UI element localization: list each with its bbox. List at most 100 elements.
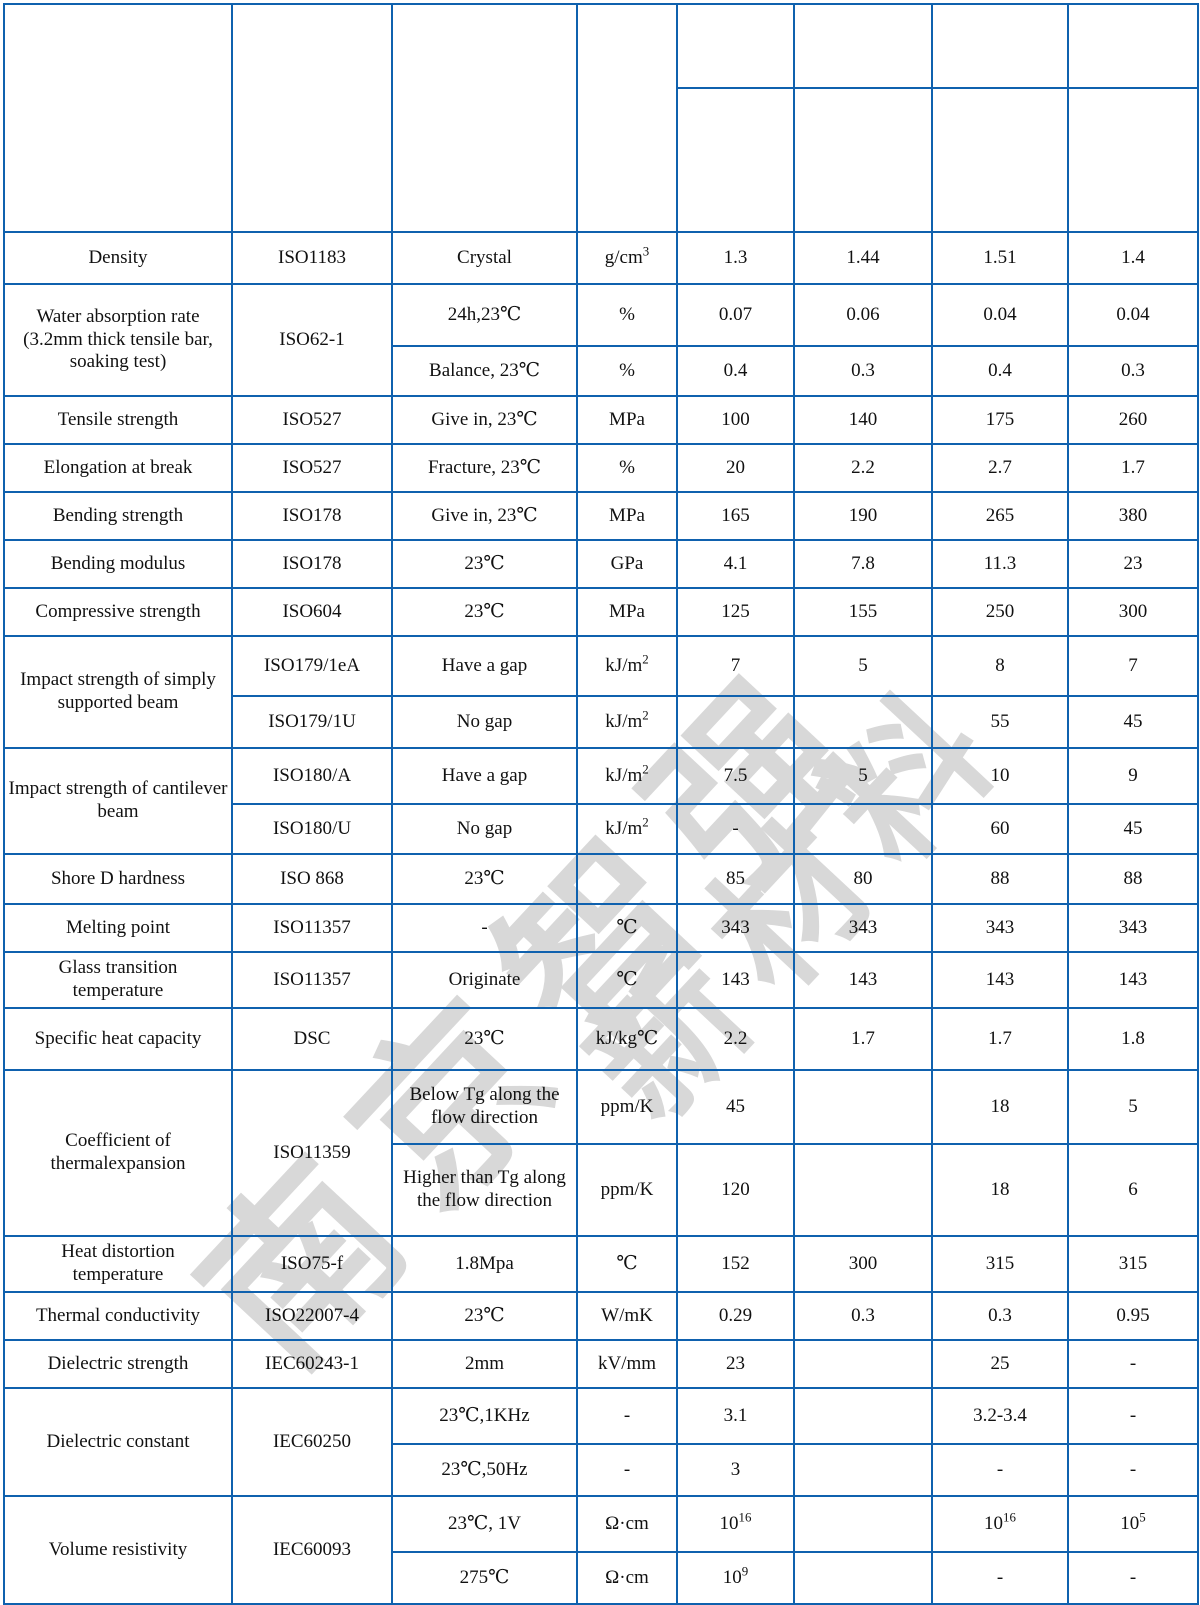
cell-test-item: Water absorption rate (3.2mm thick tensil… <box>3 283 233 397</box>
cell-value: 0.3 <box>931 1291 1069 1341</box>
cell-value: 0.04 <box>931 283 1069 347</box>
cell-test-item: Bending strength <box>3 491 233 541</box>
cell-value: 343 <box>1067 903 1199 953</box>
header-product-2-name: NJSSPEEK- G1030 <box>931 3 1069 89</box>
cell-value <box>793 1069 933 1145</box>
cell-test-condition: 23℃,50Hz <box>391 1443 578 1497</box>
header-row-descriptions: Pure resin Including carbon fiber + grap… <box>4 87 1199 233</box>
table-row: Specific heat capacity DSC 23℃ kJ/kg℃ 2.2 1.7… <box>3 1007 1199 1071</box>
product-0-name-line2: K-1000 <box>707 46 764 66</box>
cell-test-item: Tensile strength <box>3 395 233 445</box>
cell-test-criteria: IEC60243-1 <box>231 1339 393 1389</box>
cell-test-condition: 275℃ <box>391 1551 578 1605</box>
cell-test-item: Compressive strength <box>3 587 233 637</box>
cell-test-item: Elongation at break <box>3 443 233 493</box>
cell-value: 0.29 <box>676 1291 795 1341</box>
cell-test-condition: 23℃ <box>391 1007 578 1071</box>
cell-value: 2.7 <box>931 443 1069 493</box>
header-test-criteria: Test criteria <box>231 3 393 233</box>
cell-unit: kV/mm <box>576 1339 678 1389</box>
cell-value: - <box>931 1443 1069 1497</box>
cell-test-condition: 2mm <box>391 1339 578 1389</box>
cell-test-item: Glass transition temperature <box>3 951 233 1009</box>
cell-value: 1.3 <box>676 231 795 285</box>
cell-test-criteria: ISO179/1U <box>231 695 393 749</box>
cell-value: - <box>1067 1339 1199 1389</box>
test-item-line1: Impact strength of simply <box>20 669 216 691</box>
table-body: Density ISO1183 Crystal g/cm3 1.3 1.44 1.51 1.4… <box>3 231 1199 1605</box>
cell-value: 7 <box>1067 635 1199 697</box>
test-item-line1: Glass transition <box>58 957 178 979</box>
cell-value: - <box>1067 1443 1199 1497</box>
cell-test-item: Melting point <box>3 903 233 953</box>
product-3-name-line1: NJSSPEEK <box>1089 24 1177 45</box>
cell-value: 0.95 <box>1067 1291 1199 1341</box>
test-item-line1: Coefficient of <box>65 1130 171 1152</box>
cell-test-criteria: ISO1183 <box>231 231 393 285</box>
cell-test-criteria: ISO527 <box>231 443 393 493</box>
header-product-2-description: It contains 30% glass fiber <box>931 87 1069 233</box>
table-row: Volume resistivity IEC60093 23℃, 1V Ω·cm 101… <box>3 1495 1199 1605</box>
cell-unit <box>576 853 678 905</box>
test-item-line2: (3.2mm thick tensile bar, <box>23 328 213 350</box>
cell-value <box>793 1387 933 1445</box>
table-row: ISO179/1U No gap kJ/m2 55 45 <box>4 695 1199 749</box>
cell-value: 5 <box>1067 1069 1199 1145</box>
table-row: Density ISO1183 Crystal g/cm3 1.3 1.44 1.51 1.4 <box>3 231 1199 285</box>
cell-test-criteria: ISO 868 <box>231 853 393 905</box>
table-row: Thermal conductivity ISO22007-4 23℃ W/mK 0.2… <box>3 1291 1199 1341</box>
cell-value: 265 <box>931 491 1069 541</box>
cell-test-condition: Originate <box>391 951 578 1009</box>
table-row: Dielectric strength IEC60243-1 2mm kV/mm 23 2… <box>3 1339 1199 1389</box>
cell-test-criteria: IEC60250 <box>231 1387 393 1497</box>
cell-test-criteria: ISO180/U <box>231 803 393 855</box>
cell-value: 10 <box>931 747 1069 805</box>
product-2-name-line2: G1030 <box>974 46 1026 66</box>
cell-value: 120 <box>676 1143 795 1237</box>
cell-value: 300 <box>1067 587 1199 637</box>
cell-test-criteria: ISO11359 <box>231 1069 393 1237</box>
cell-value: 0.07 <box>676 283 795 347</box>
cell-value: 9 <box>1067 747 1199 805</box>
cell-value: 25 <box>931 1339 1069 1389</box>
cell-test-condition: 1.8Mpa <box>391 1235 578 1293</box>
cell-value: 315 <box>1067 1235 1199 1293</box>
cell-test-item: Bending modulus <box>3 539 233 589</box>
header-row: Test items Test criteria Test conditions… <box>3 3 1199 233</box>
test-item-line2: thermalexpansion <box>50 1153 186 1174</box>
cell-test-criteria: ISO62-1 <box>231 283 393 397</box>
cell-value: 343 <box>931 903 1069 953</box>
header-product-0-name: NJSSPEE K-1000 <box>676 3 795 89</box>
cell-test-criteria: ISO180/A <box>231 747 393 805</box>
cell-value: 3.2-3.4 <box>931 1387 1069 1445</box>
cell-test-condition: 23℃ <box>391 1291 578 1341</box>
cell-value: 5 <box>793 747 933 805</box>
cell-test-condition: Fracture, 23℃ <box>391 443 578 493</box>
cell-value: 6 <box>1067 1143 1199 1237</box>
cell-unit: % <box>576 443 678 493</box>
cell-unit: % <box>576 345 678 397</box>
cell-unit: Ω·cm <box>576 1495 678 1553</box>
cell-value: 88 <box>1067 853 1199 905</box>
cell-test-condition: Give in, 23℃ <box>391 395 578 445</box>
test-item-line2: supported beam <box>57 692 179 713</box>
cell-value: 88 <box>931 853 1069 905</box>
cell-value: 260 <box>1067 395 1199 445</box>
cell-value: - <box>1067 1551 1199 1605</box>
cell-value: 100 <box>676 395 795 445</box>
cell-value: 0.3 <box>793 345 933 397</box>
cell-value: 7 <box>676 635 795 697</box>
header-product-1-name: NJSSPEEK- FC1030 <box>793 3 933 89</box>
header-product-3-description: Contains 30% carbon fiber <box>1067 87 1199 233</box>
cell-value: 0.4 <box>931 345 1069 397</box>
cell-value: - <box>931 1551 1069 1605</box>
cell-unit: kJ/m2 <box>576 803 678 855</box>
cell-value: 0.04 <box>1067 283 1199 347</box>
cell-unit: - <box>576 1387 678 1445</box>
table-row: Bending modulus ISO178 23℃ GPa 4.1 7.8 11.3 23 <box>3 539 1199 589</box>
cell-value: 1.51 <box>931 231 1069 285</box>
test-item-line2: beam <box>97 801 139 822</box>
cell-value: 11.3 <box>931 539 1069 589</box>
table-row: Water absorption rate (3.2mm thick tensil… <box>3 283 1199 397</box>
cell-value: 3 <box>676 1443 795 1497</box>
